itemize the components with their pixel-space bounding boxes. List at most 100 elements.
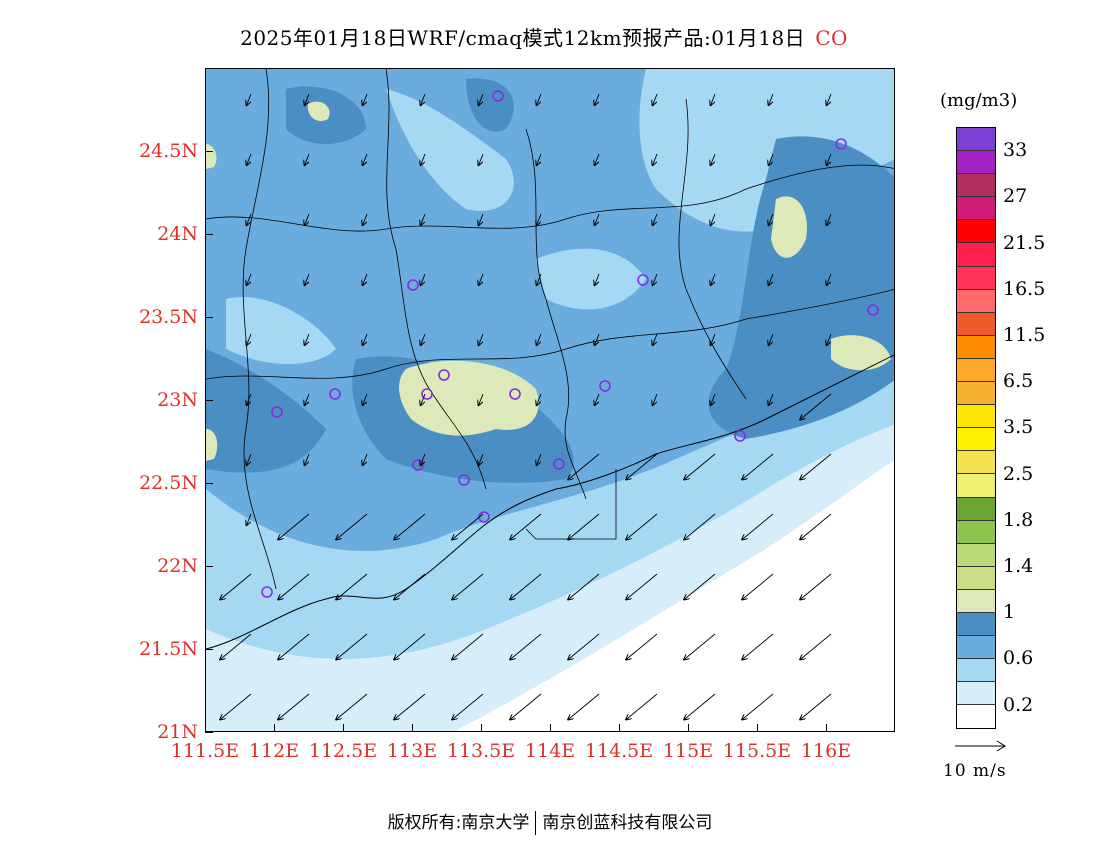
wind-vector: [537, 273, 542, 285]
station-marker: [329, 388, 341, 400]
field-band-white: [454, 460, 894, 731]
copyright-text: 版权所有:南京大学: [387, 813, 530, 833]
wind-vector: [800, 573, 832, 599]
wind-vector: [653, 273, 658, 285]
wind-vector: [800, 393, 832, 419]
wind-vector: [653, 333, 658, 345]
wind-vector: [742, 573, 774, 599]
station-marker: [271, 406, 283, 418]
wind-vector: [684, 693, 716, 719]
wind-vector: [394, 633, 426, 659]
wind-vector: [421, 93, 426, 105]
latitude-tick: [205, 316, 213, 318]
title-text: 2025年01月18日WRF/cmaq模式12km预报产品:01月18日: [240, 26, 806, 50]
wind-vector: [305, 93, 310, 105]
reference-vector-label: 10 m/s: [943, 761, 1007, 781]
colorbar-swatch: [957, 266, 995, 290]
colorbar-swatch: [957, 197, 995, 221]
wind-vector: [742, 453, 774, 479]
longitude-tick: [825, 724, 827, 732]
wind-vector: [452, 633, 484, 659]
colorbar-swatch: [957, 497, 995, 521]
station-marker: [438, 369, 450, 381]
longitude-tick: [549, 724, 551, 732]
longitude-tick: [480, 724, 482, 732]
colorbar-swatch: [957, 705, 995, 729]
colorbar-label: 11.5: [1003, 323, 1046, 346]
wind-vector: [827, 333, 832, 345]
colorbar-swatch: [957, 128, 995, 152]
field-band-mid: [536, 248, 646, 310]
wind-vector: [626, 513, 658, 539]
wind-vector: [800, 453, 832, 479]
wind-vector: [595, 213, 600, 225]
wind-vector: [711, 93, 716, 105]
wind-vector: [452, 573, 484, 599]
station-marker: [509, 388, 521, 400]
wind-vector: [363, 93, 368, 105]
boundary-line: [242, 69, 277, 590]
longitude-tick-label: 111.5E: [170, 740, 240, 762]
colorbar-swatch: [957, 636, 995, 660]
colorbar-swatch: [957, 543, 995, 567]
wind-vector: [711, 393, 716, 405]
colorbar-swatch: [957, 243, 995, 267]
boundary-line: [206, 164, 894, 232]
latitude-tick: [205, 150, 213, 152]
footer-credit: 版权所有:南京大学 南京创蓝科技有限公司: [0, 808, 1100, 835]
wind-vector: [247, 273, 252, 285]
boundary-line: [385, 69, 487, 490]
wind-vector: [421, 333, 426, 345]
wind-vector: [711, 333, 716, 345]
wind-vector: [827, 93, 832, 105]
station-marker: [867, 304, 879, 316]
wind-vector: [336, 573, 368, 599]
wind-vector: [769, 273, 774, 285]
longitude-tick-label: 112.5E: [308, 740, 378, 762]
colorbar-swatch: [957, 520, 995, 544]
wind-vector: [220, 693, 252, 719]
wind-vector: [278, 513, 310, 539]
wind-vector: [510, 573, 542, 599]
longitude-tick-label: 113E: [386, 740, 438, 762]
wind-vector: [568, 633, 600, 659]
wind-vector: [278, 573, 310, 599]
boundary-line: [525, 469, 617, 540]
colorbar-swatch: [957, 382, 995, 406]
longitude-tick-label: 112E: [248, 740, 300, 762]
station-marker: [553, 458, 565, 470]
wind-vector: [305, 453, 310, 465]
longitude-tick-label: 116E: [800, 740, 852, 762]
wind-vector: [305, 273, 310, 285]
reference-vector: [955, 740, 1006, 752]
wind-vector: [537, 213, 542, 225]
wind-vector: [684, 513, 716, 539]
wind-vector: [305, 153, 310, 165]
boundary-line: [206, 289, 894, 380]
wind-vector: [421, 453, 426, 465]
boundary-line: [678, 98, 747, 400]
wind-vector: [510, 633, 542, 659]
wind-vector: [711, 153, 716, 165]
wind-vector: [711, 273, 716, 285]
colorbar-label: 6.5: [1003, 370, 1034, 393]
latitude-tick-label: 24N: [157, 223, 198, 245]
wind-vector: [363, 453, 368, 465]
longitude-tick-label: 115.5E: [722, 740, 792, 762]
wind-vector: [827, 213, 832, 225]
wind-vector: [653, 153, 658, 165]
colorbar-swatch: [957, 151, 995, 175]
colorbar-swatch: [957, 589, 995, 613]
wind-vector: [684, 573, 716, 599]
colorbar-swatch: [957, 220, 995, 244]
wind-vector: [479, 93, 484, 105]
longitude-tick: [687, 724, 689, 732]
wind-vector: [742, 513, 774, 539]
wind-vector: [421, 213, 426, 225]
latitude-tick: [205, 399, 213, 401]
colorbar-label: 2.5: [1003, 462, 1034, 485]
wind-vector: [653, 213, 658, 225]
colorbar-swatch: [957, 358, 995, 383]
wind-vector: [452, 513, 484, 539]
wind-vector: [769, 153, 774, 165]
